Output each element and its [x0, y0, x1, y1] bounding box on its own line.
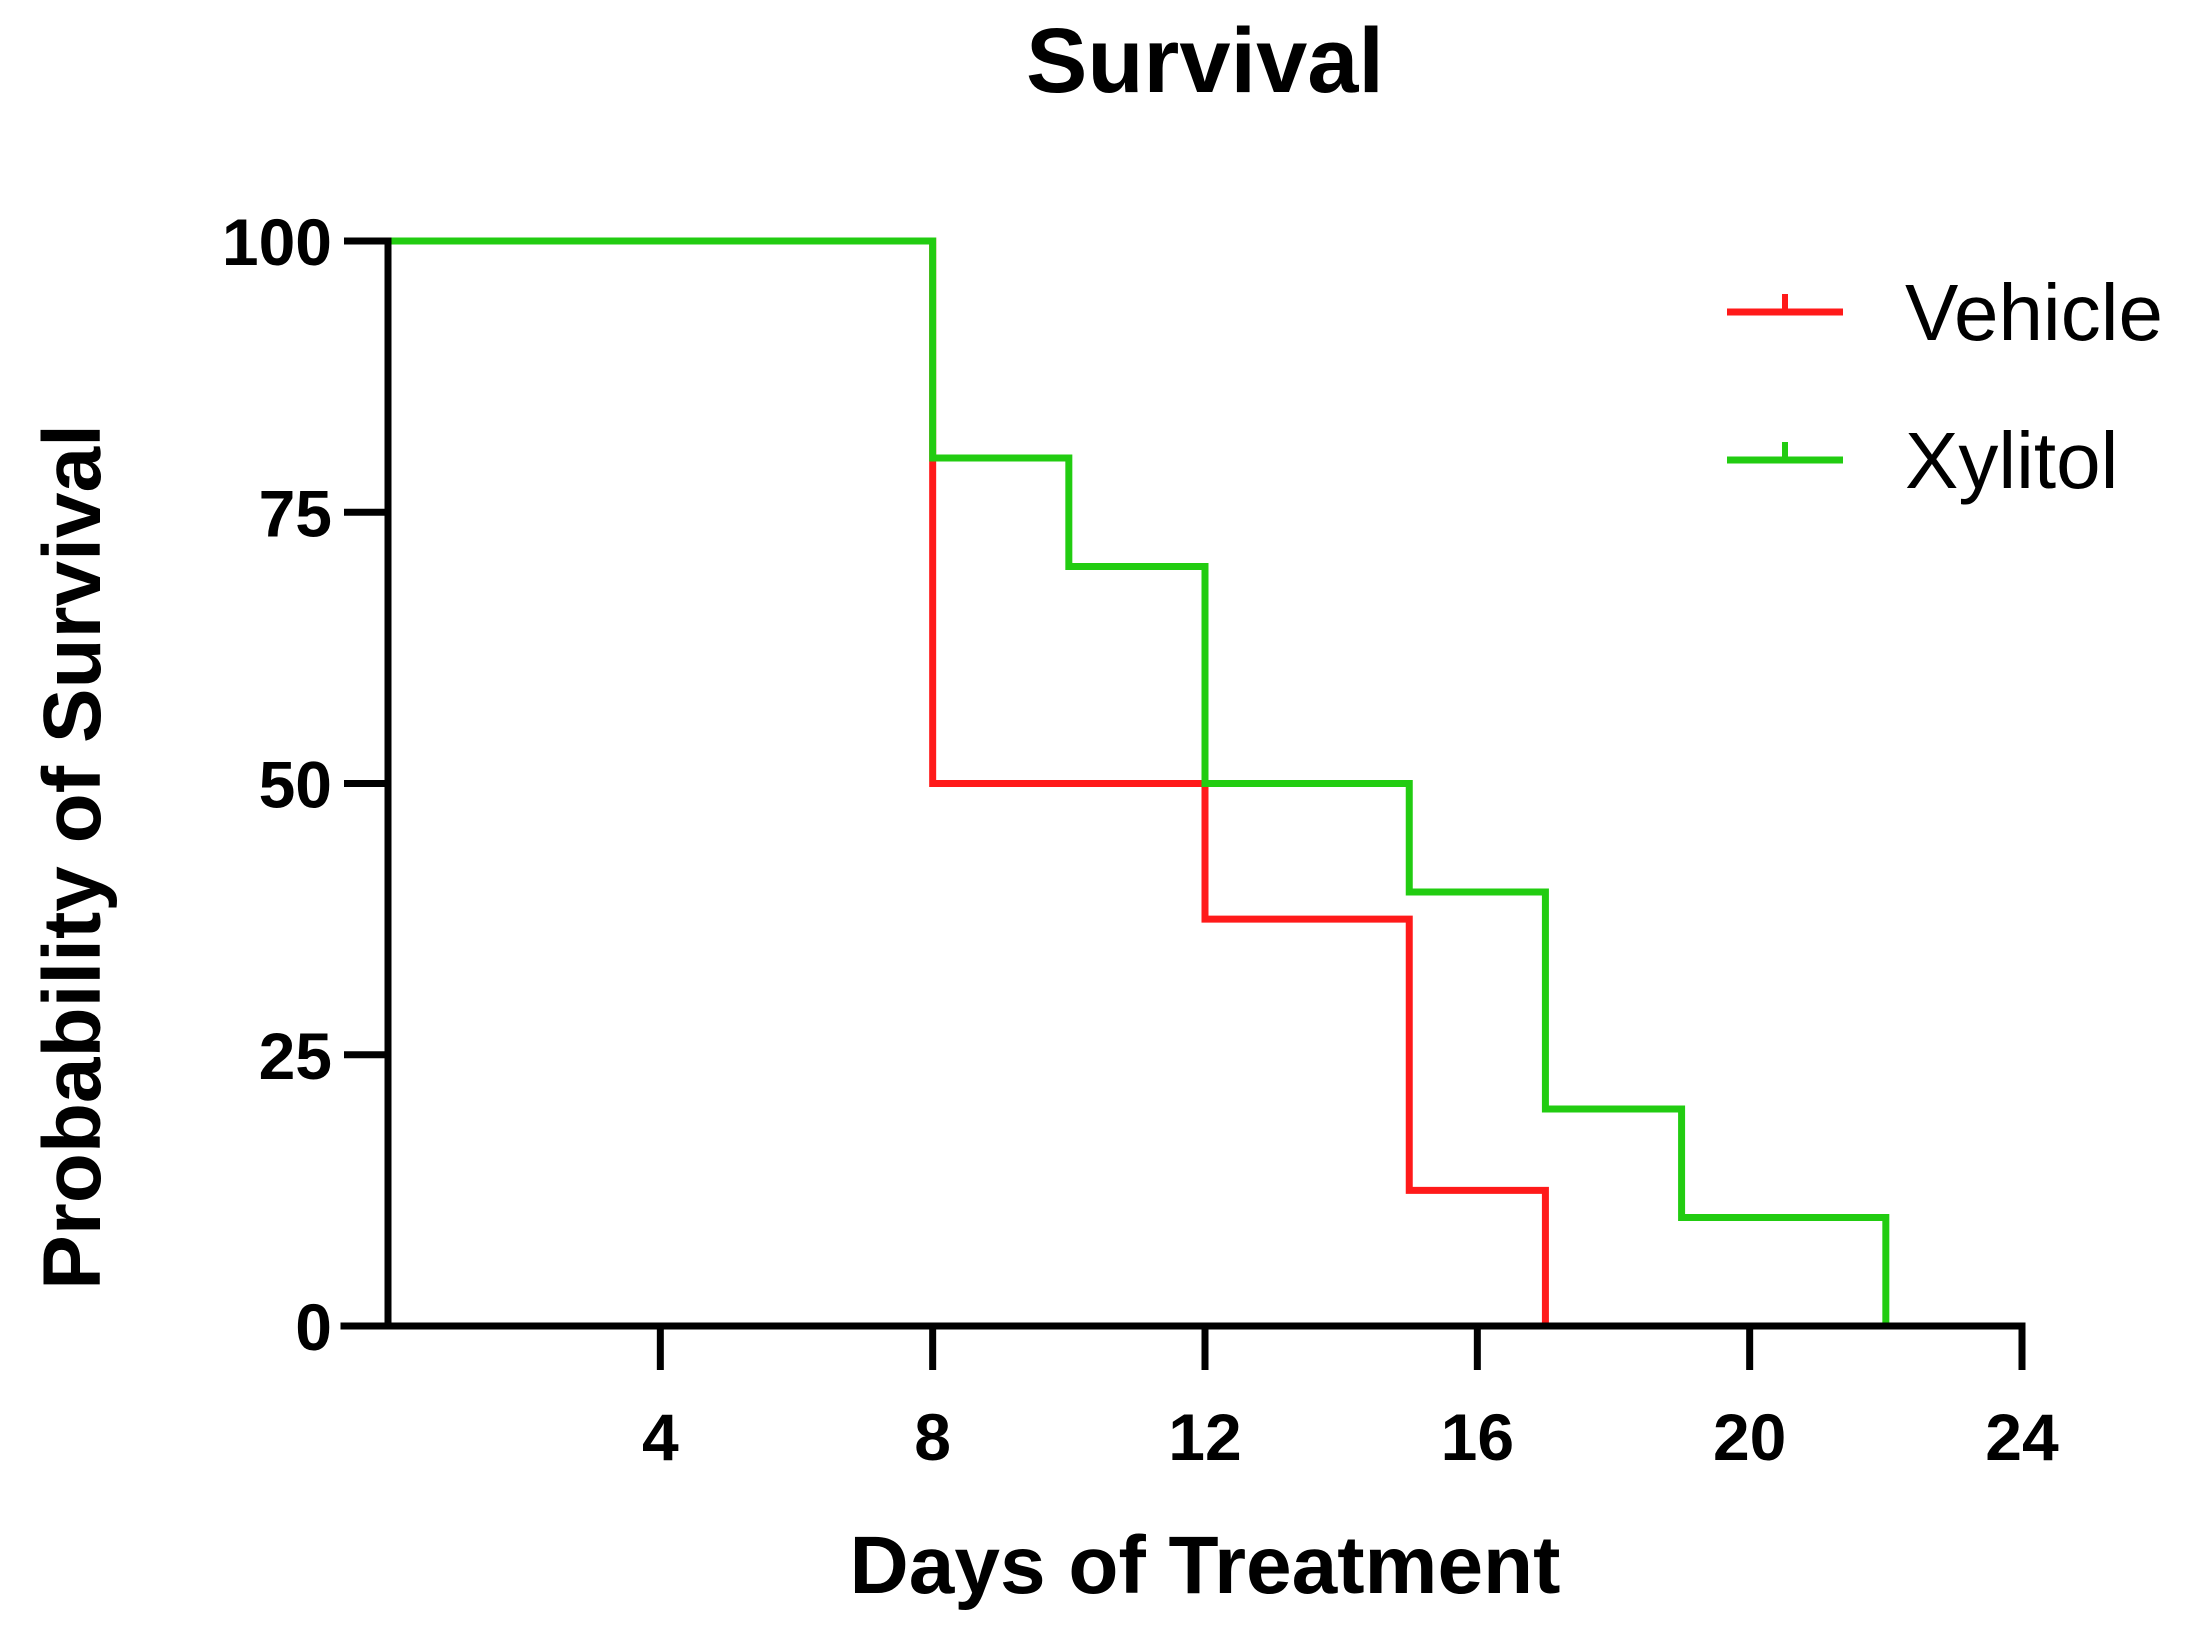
- x-tick-label: 24: [1985, 1400, 2059, 1474]
- x-tick-label: 4: [642, 1400, 679, 1474]
- legend-label: Xylitol: [1905, 416, 2118, 505]
- y-axis-label: Probability of Survival: [27, 424, 118, 1290]
- y-tick-label: 50: [259, 748, 332, 822]
- y-tick-label: 25: [259, 1019, 332, 1093]
- y-tick-label: 75: [259, 476, 332, 550]
- series-layer: [388, 237, 1890, 1326]
- x-tick-label: 8: [914, 1400, 951, 1474]
- x-axis-label: Days of Treatment: [850, 1520, 1561, 1611]
- legend-item-xylitol: Xylitol: [1727, 416, 2118, 505]
- chart-title: Survival: [1026, 10, 1384, 112]
- x-tick-label: 12: [1168, 1400, 1241, 1474]
- y-tick-label: 0: [295, 1290, 332, 1364]
- legend-label: Vehicle: [1905, 268, 2163, 357]
- legend: Vehicle Xylitol: [1727, 268, 2163, 505]
- series-line-xylitol: [388, 237, 1890, 1326]
- x-tick-label: 20: [1713, 1400, 1786, 1474]
- legend-item-vehicle: Vehicle: [1727, 268, 2163, 357]
- ticks: 0 25 50 75 100 4 8 12 16 20 24: [222, 205, 2059, 1474]
- y-tick-label: 100: [222, 205, 332, 279]
- x-tick-label: 16: [1441, 1400, 1514, 1474]
